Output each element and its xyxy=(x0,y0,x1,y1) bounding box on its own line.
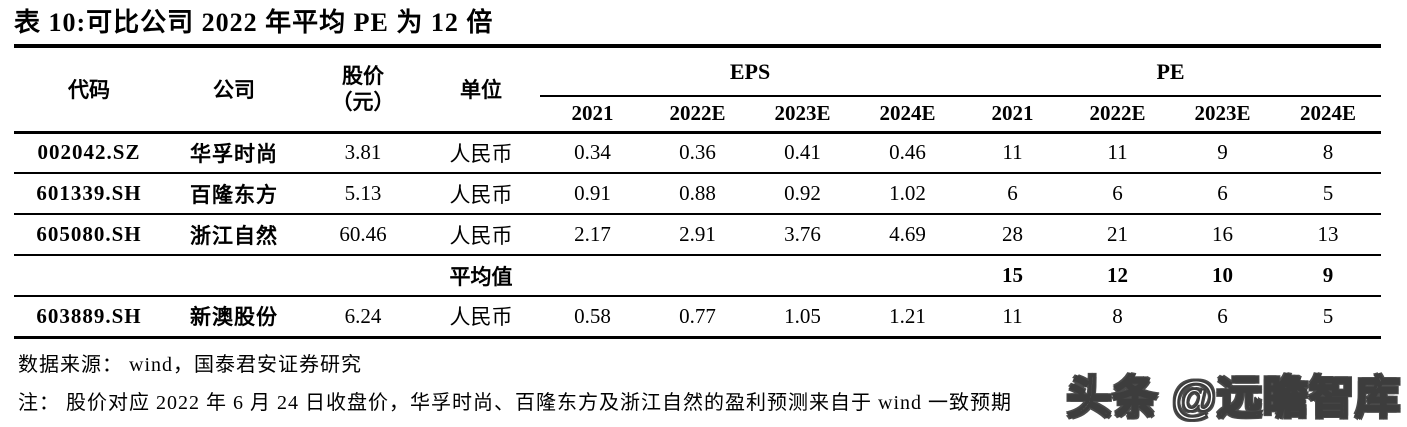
header-price-line1: 股价 xyxy=(342,64,384,89)
table-row-xinao: 603889.SH 新澳股份 6.24 人民币 0.58 0.77 1.05 1… xyxy=(14,296,1382,337)
cell-eps-2021: 0.91 xyxy=(574,181,611,205)
cell-eps-2022e: 0.88 xyxy=(679,181,716,205)
header-eps-2024e: 2024E xyxy=(879,101,936,126)
cell-eps-2024e: 4.69 xyxy=(889,222,926,246)
cell-unit: 人民币 xyxy=(449,223,513,248)
table-body: 002042.SZ 华孚时尚 3.81 人民币 0.34 0.36 0.41 0… xyxy=(14,132,1382,337)
cell-eps-2023e: 1.05 xyxy=(784,303,821,328)
cell-company: 百隆东方 xyxy=(190,182,278,207)
header-pe-2022e: 2022E xyxy=(1089,101,1146,126)
cell-code: 605080.SH xyxy=(36,222,142,246)
cell-eps-2021 xyxy=(540,255,645,296)
cell-eps-2024e: 1.02 xyxy=(889,181,926,205)
cell-pe-2023e: 6 xyxy=(1217,181,1228,205)
cell-pe-2022e: 21 xyxy=(1107,222,1129,246)
cell-pe-2023e: 9 xyxy=(1217,140,1228,165)
header-pe-2021: 2021 xyxy=(991,101,1034,126)
header-eps-group: EPS xyxy=(540,46,961,97)
cell-price: 6.24 xyxy=(344,303,382,328)
cell-pe-avg-2022e: 12 xyxy=(1107,263,1129,287)
cell-pe-2023e: 6 xyxy=(1217,303,1228,328)
cell-pe-avg-2021: 15 xyxy=(1002,263,1024,287)
cell-pe-2024e: 13 xyxy=(1317,222,1339,246)
cell-price: 5.13 xyxy=(344,181,382,205)
cell-code: 002042.SZ xyxy=(37,140,141,165)
cell-pe-avg-2023e: 10 xyxy=(1212,263,1234,287)
table-row-average: 平均值 15 12 10 9 xyxy=(14,255,1382,296)
cell-average-label: 平均值 xyxy=(449,264,513,289)
cell-eps-2022e: 0.77 xyxy=(679,303,716,328)
table-header: 代码 公司 股价 （元） 单位 EPS PE 2021 2022E 2023E … xyxy=(14,46,1382,132)
table-row-zhejiang: 605080.SH 浙江自然 60.46 人民币 2.17 2.91 3.76 … xyxy=(14,214,1382,255)
cell-pe-2023e: 16 xyxy=(1212,222,1234,246)
cell-company: 新澳股份 xyxy=(190,305,278,330)
watermark-toutiao-yuanzhan: 头条 @远瞻智库 xyxy=(1066,371,1401,424)
cell-pe-2024e: 5 xyxy=(1322,181,1334,205)
header-unit: 单位 xyxy=(460,78,502,103)
header-price: 股价 （元） xyxy=(304,46,422,132)
cell-eps-2024e: 1.21 xyxy=(889,303,926,328)
data-source-note: 数据来源： wind，国泰君安证券研究 xyxy=(18,353,362,376)
cell-eps-2023e: 0.92 xyxy=(784,181,821,205)
cell-eps-2021: 2.17 xyxy=(574,222,611,246)
header-price-line2: （元） xyxy=(331,90,395,115)
cell-eps-2023e xyxy=(750,255,855,296)
cell-code xyxy=(14,255,164,296)
cell-pe-2021: 6 xyxy=(1007,181,1018,205)
header-company: 公司 xyxy=(213,78,255,103)
cell-eps-2024e xyxy=(855,255,960,296)
cell-pe-2021: 28 xyxy=(1002,222,1024,246)
header-eps-2022e: 2022E xyxy=(669,101,726,126)
cell-pe-2022e: 8 xyxy=(1112,303,1123,328)
cell-unit: 人民币 xyxy=(449,141,513,166)
cell-company xyxy=(164,255,304,296)
cell-eps-2023e: 3.76 xyxy=(784,222,821,246)
cell-company: 浙江自然 xyxy=(190,223,278,248)
table-row-bailong: 601339.SH 百隆东方 5.13 人民币 0.91 0.88 0.92 1… xyxy=(14,173,1382,214)
cell-pe-2021: 11 xyxy=(1002,140,1023,165)
cell-eps-2023e: 0.41 xyxy=(784,140,821,165)
cell-eps-2022e xyxy=(645,255,750,296)
year-header-row: 2021 2022E 2023E 2024E 2021 2022E 2023E … xyxy=(14,96,1381,132)
header-pe-2023e: 2023E xyxy=(1194,101,1251,126)
cell-eps-2022e: 2.91 xyxy=(679,222,716,246)
header-eps-2023e: 2023E xyxy=(774,101,831,126)
cell-pe-2024e: 8 xyxy=(1322,140,1334,165)
cell-unit: 人民币 xyxy=(449,182,513,207)
cell-code: 603889.SH xyxy=(36,303,142,328)
comparable-companies-table: 代码 公司 股价 （元） 单位 EPS PE 2021 2022E 2023E … xyxy=(14,44,1382,339)
cell-pe-2021: 11 xyxy=(1002,303,1023,328)
cell-eps-2024e: 0.46 xyxy=(889,140,926,165)
cell-pe-2022e: 6 xyxy=(1112,181,1123,205)
table-title: 表 10:可比公司 2022 年平均 PE 为 12 倍 xyxy=(14,8,494,37)
header-pe-2024e: 2024E xyxy=(1300,101,1357,126)
cell-pe-avg-2024e: 9 xyxy=(1322,263,1334,287)
header-pe-group: PE xyxy=(960,46,1382,97)
header-eps-2021: 2021 xyxy=(571,101,614,126)
cell-unit: 人民币 xyxy=(449,305,513,330)
table-row-huafu: 002042.SZ 华孚时尚 3.81 人民币 0.34 0.36 0.41 0… xyxy=(14,132,1382,173)
header-code: 代码 xyxy=(68,78,110,103)
cell-eps-2021: 0.58 xyxy=(574,303,611,328)
cell-code: 601339.SH xyxy=(36,181,142,205)
cell-pe-2024e: 5 xyxy=(1322,303,1334,328)
cell-pe-2022e: 11 xyxy=(1107,140,1128,165)
cell-price: 3.81 xyxy=(344,140,382,165)
cell-price xyxy=(304,255,422,296)
cell-company: 华孚时尚 xyxy=(190,141,278,166)
cell-price: 60.46 xyxy=(339,222,387,246)
cell-eps-2022e: 0.36 xyxy=(679,140,716,165)
group-header-row: 代码 公司 股价 （元） 单位 EPS PE xyxy=(14,46,1382,114)
footnote: 注： 股价对应 2022 年 6 月 24 日收盘价，华孚时尚、百隆东方及浙江自… xyxy=(18,391,1012,414)
cell-eps-2021: 0.34 xyxy=(574,140,611,165)
